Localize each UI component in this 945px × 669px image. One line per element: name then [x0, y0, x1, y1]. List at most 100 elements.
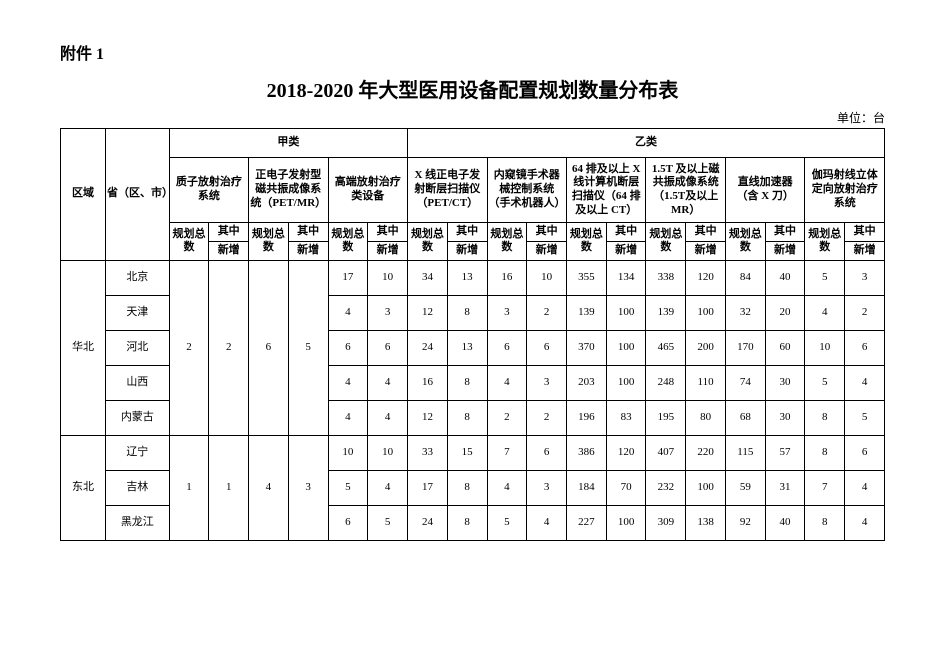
value-cell: 8 [447, 470, 487, 505]
value-cell: 2 [527, 295, 567, 330]
value-cell: 355 [567, 260, 607, 295]
value-cell: 24 [408, 505, 448, 540]
value-cell: 30 [765, 365, 805, 400]
hdr-plan-total: 规划总数 [487, 223, 527, 261]
hdr-new-add: 新增 [447, 241, 487, 260]
value-cell: 32 [725, 295, 765, 330]
hdr-b1: X 线正电子发射断层扫描仪（PET/CT） [408, 158, 487, 223]
hdr-plan-total: 规划总数 [169, 223, 209, 261]
value-cell: 20 [765, 295, 805, 330]
hdr-of-which: 其中 [845, 223, 885, 242]
hdr-of-which: 其中 [288, 223, 328, 242]
province-cell: 内蒙古 [106, 400, 170, 435]
value-cell: 68 [725, 400, 765, 435]
value-cell: 6 [487, 330, 527, 365]
hdr-plan-total: 规划总数 [249, 223, 289, 261]
hdr-b6: 伽玛射线立体定向放射治疗系统 [805, 158, 885, 223]
value-cell: 33 [408, 435, 448, 470]
attachment-label: 附件 1 [60, 40, 885, 64]
value-cell: 74 [725, 365, 765, 400]
value-cell: 184 [567, 470, 607, 505]
hdr-a2: 正电子发射型磁共振成像系统（PET/MR） [249, 158, 328, 223]
value-cell: 465 [646, 330, 686, 365]
table-body: 华北北京2265171034131610355134338120844053天津… [61, 260, 885, 540]
value-cell: 8 [805, 435, 845, 470]
table-row: 华北北京2265171034131610355134338120844053 [61, 260, 885, 295]
value-cell: 5 [805, 365, 845, 400]
value-cell: 1 [209, 435, 249, 540]
value-cell: 5 [328, 470, 368, 505]
value-cell: 203 [567, 365, 607, 400]
value-cell: 3 [845, 260, 885, 295]
value-cell: 115 [725, 435, 765, 470]
value-cell: 4 [249, 435, 289, 540]
region-cell: 东北 [61, 435, 106, 540]
value-cell: 386 [567, 435, 607, 470]
equipment-table: 区域 省（区、市） 甲类 乙类 质子放射治疗系统 正电子发射型磁共振成像系统（P… [60, 128, 885, 541]
table-row: 东北辽宁114310103315763861204072201155786 [61, 435, 885, 470]
value-cell: 134 [606, 260, 646, 295]
value-cell: 110 [686, 365, 726, 400]
value-cell: 4 [368, 470, 408, 505]
page-title: 2018-2020 年大型医用设备配置规划数量分布表 [60, 74, 885, 103]
value-cell: 24 [408, 330, 448, 365]
value-cell: 13 [447, 260, 487, 295]
value-cell: 7 [805, 470, 845, 505]
value-cell: 4 [328, 295, 368, 330]
value-cell: 6 [527, 330, 567, 365]
value-cell: 16 [487, 260, 527, 295]
hdr-of-which: 其中 [686, 223, 726, 242]
value-cell: 195 [646, 400, 686, 435]
value-cell: 2 [169, 260, 209, 435]
value-cell: 8 [447, 505, 487, 540]
hdr-of-which: 其中 [447, 223, 487, 242]
value-cell: 100 [686, 295, 726, 330]
value-cell: 8 [447, 365, 487, 400]
value-cell: 10 [805, 330, 845, 365]
value-cell: 59 [725, 470, 765, 505]
value-cell: 7 [487, 435, 527, 470]
value-cell: 17 [408, 470, 448, 505]
value-cell: 6 [527, 435, 567, 470]
value-cell: 220 [686, 435, 726, 470]
value-cell: 8 [805, 505, 845, 540]
value-cell: 40 [765, 505, 805, 540]
value-cell: 4 [328, 365, 368, 400]
hdr-of-which: 其中 [368, 223, 408, 242]
value-cell: 407 [646, 435, 686, 470]
unit-label: 单位：台 [60, 109, 885, 126]
value-cell: 57 [765, 435, 805, 470]
value-cell: 34 [408, 260, 448, 295]
value-cell: 10 [527, 260, 567, 295]
value-cell: 80 [686, 400, 726, 435]
value-cell: 6 [845, 330, 885, 365]
value-cell: 138 [686, 505, 726, 540]
value-cell: 16 [408, 365, 448, 400]
value-cell: 2 [527, 400, 567, 435]
value-cell: 4 [527, 505, 567, 540]
province-cell: 黑龙江 [106, 505, 170, 540]
value-cell: 4 [368, 365, 408, 400]
value-cell: 309 [646, 505, 686, 540]
value-cell: 227 [567, 505, 607, 540]
value-cell: 4 [845, 365, 885, 400]
value-cell: 4 [328, 400, 368, 435]
value-cell: 60 [765, 330, 805, 365]
value-cell: 84 [725, 260, 765, 295]
value-cell: 4 [487, 365, 527, 400]
value-cell: 5 [487, 505, 527, 540]
value-cell: 170 [725, 330, 765, 365]
value-cell: 3 [527, 470, 567, 505]
hdr-plan-total: 规划总数 [567, 223, 607, 261]
value-cell: 3 [368, 295, 408, 330]
hdr-b5: 直线加速器（含 X 刀） [725, 158, 804, 223]
value-cell: 2 [209, 260, 249, 435]
hdr-b4: 1.5T 及以上磁共振成像系统（1.5T及以上 MR） [646, 158, 725, 223]
province-cell: 天津 [106, 295, 170, 330]
value-cell: 200 [686, 330, 726, 365]
value-cell: 248 [646, 365, 686, 400]
value-cell: 5 [805, 260, 845, 295]
hdr-new-add: 新增 [845, 241, 885, 260]
value-cell: 100 [606, 365, 646, 400]
value-cell: 17 [328, 260, 368, 295]
